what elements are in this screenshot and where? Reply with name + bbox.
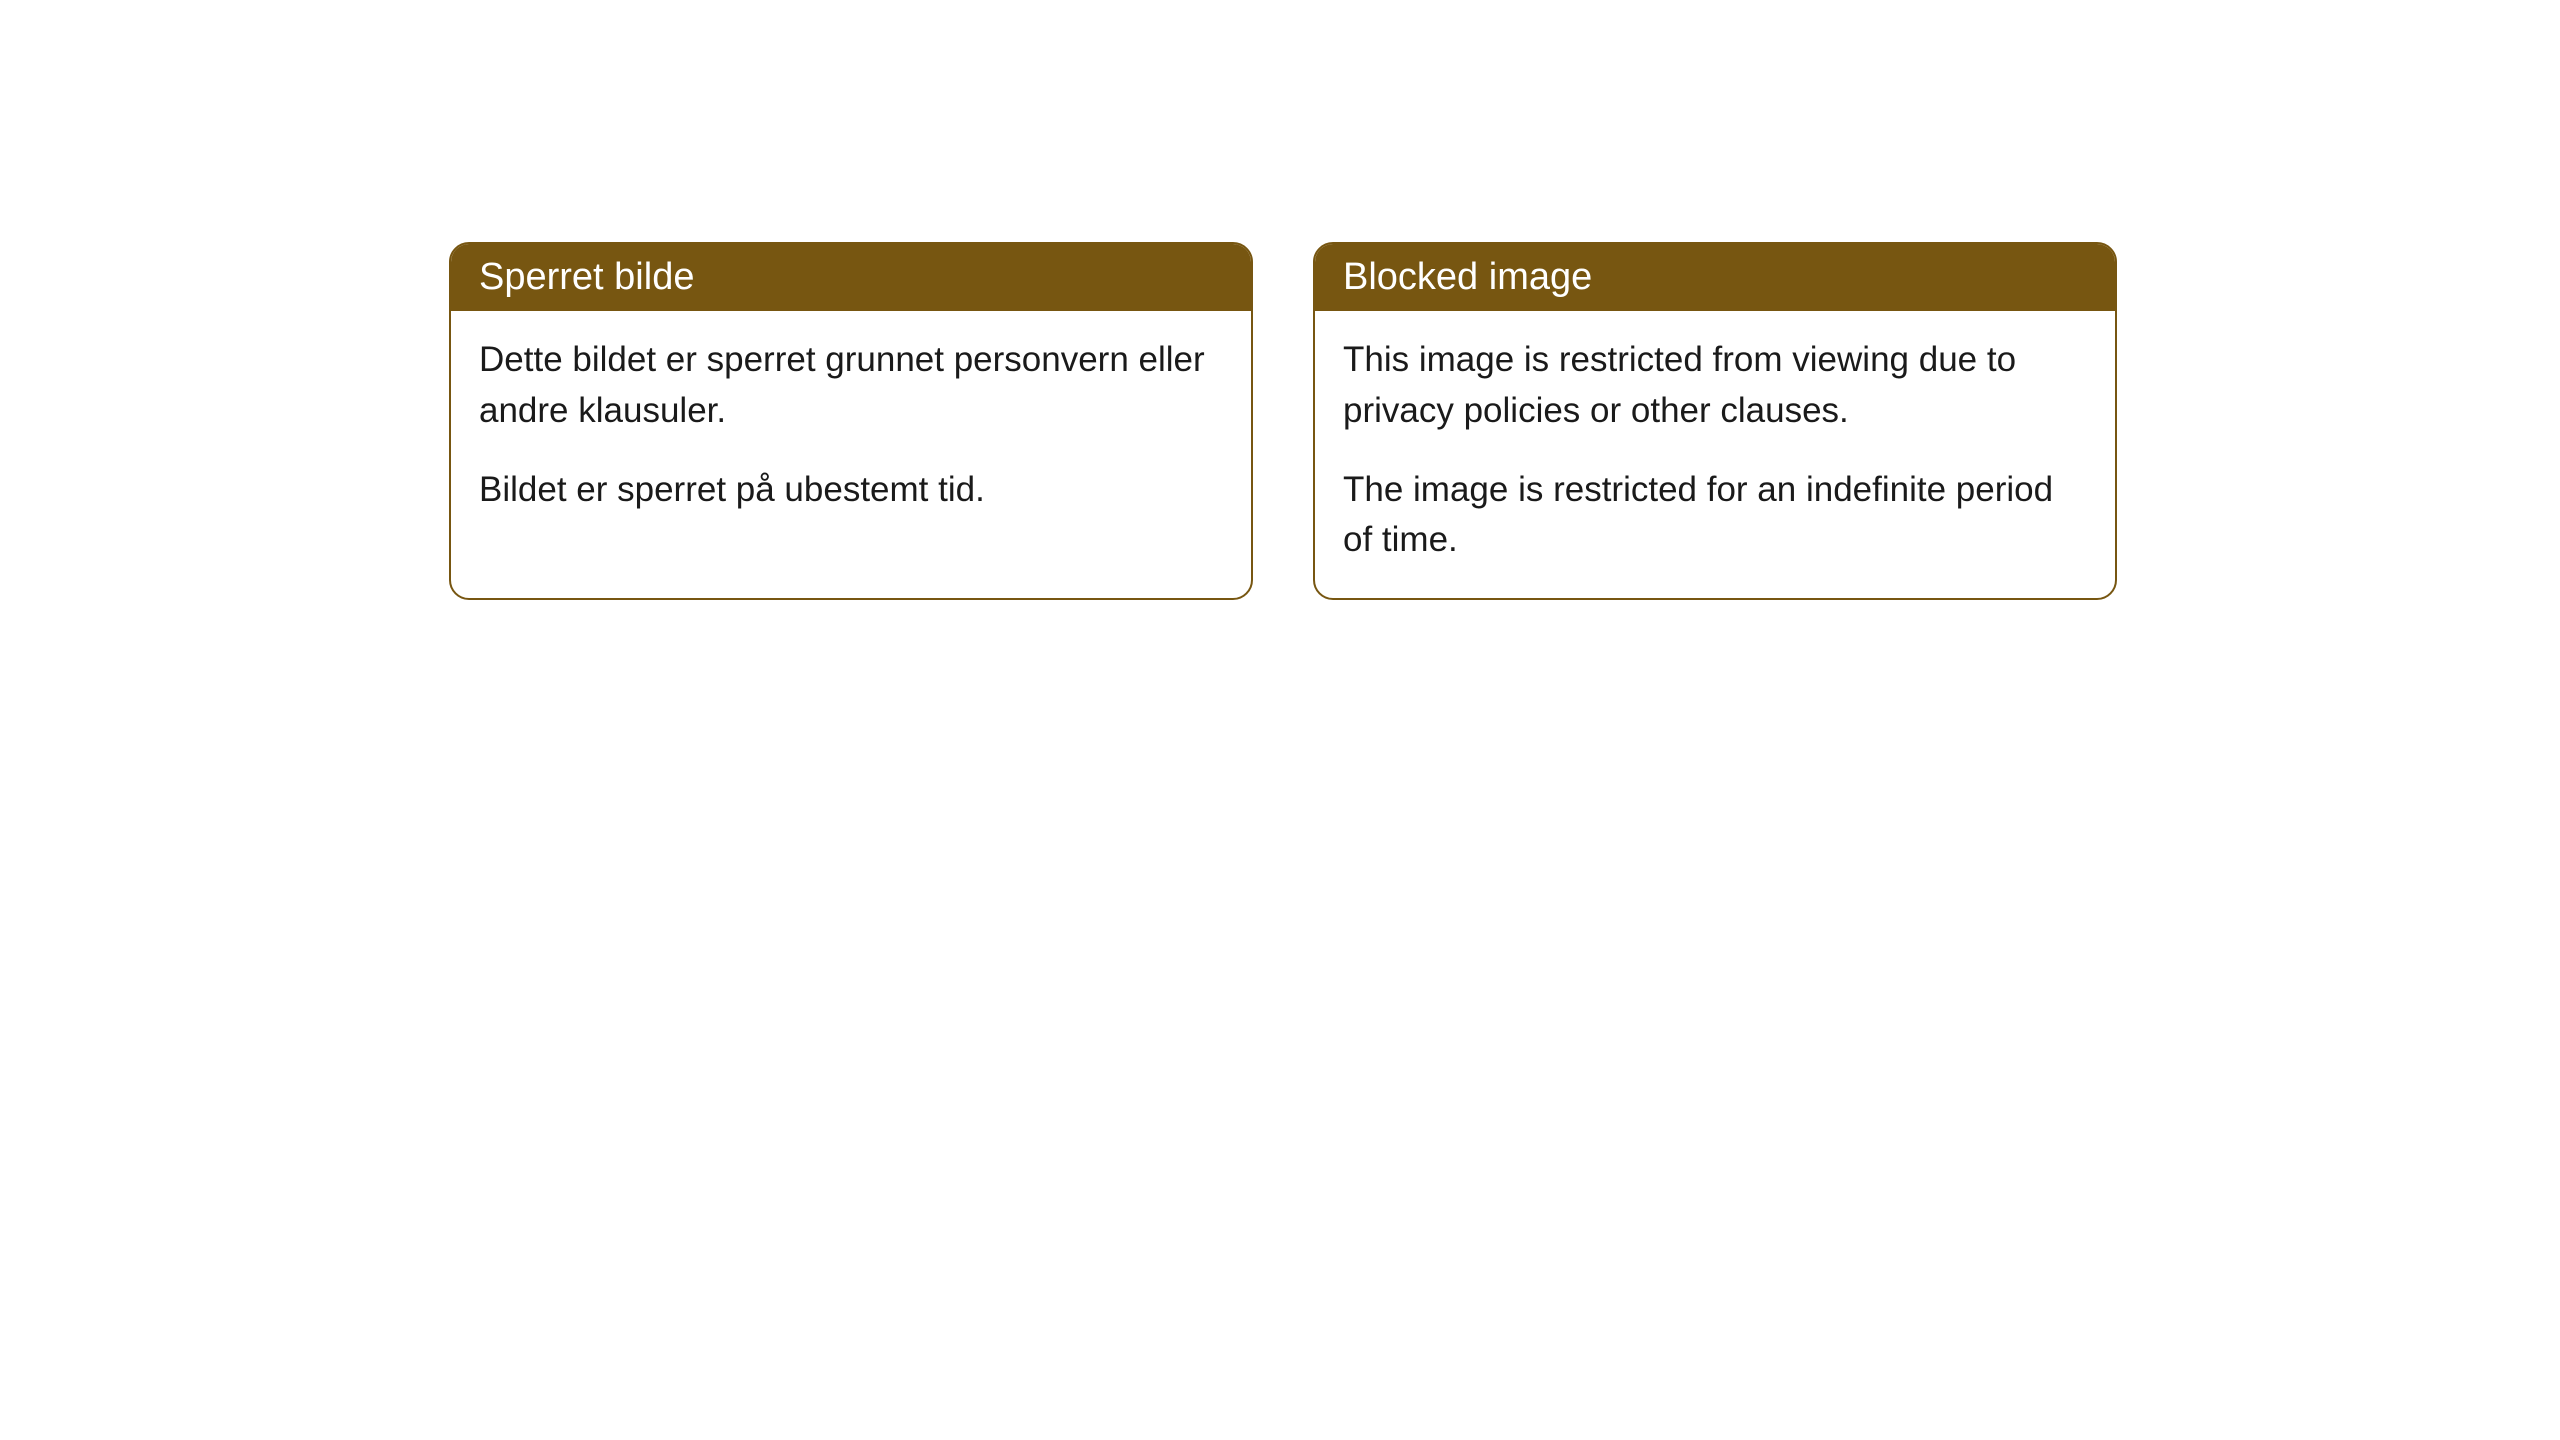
card-paragraph: This image is restricted from viewing du…: [1343, 335, 2087, 437]
card-paragraph: Dette bildet er sperret grunnet personve…: [479, 335, 1223, 437]
card-header: Blocked image: [1315, 244, 2115, 311]
card-title: Blocked image: [1343, 256, 1592, 298]
card-body: Dette bildet er sperret grunnet personve…: [451, 311, 1251, 547]
card-title: Sperret bilde: [479, 256, 694, 298]
card-body: This image is restricted from viewing du…: [1315, 311, 2115, 598]
card-header: Sperret bilde: [451, 244, 1251, 311]
card-paragraph: The image is restricted for an indefinit…: [1343, 465, 2087, 567]
card-paragraph: Bildet er sperret på ubestemt tid.: [479, 465, 1223, 516]
notice-card-english: Blocked image This image is restricted f…: [1313, 242, 2117, 600]
notice-card-norwegian: Sperret bilde Dette bildet er sperret gr…: [449, 242, 1253, 600]
notice-cards-container: Sperret bilde Dette bildet er sperret gr…: [449, 242, 2117, 600]
